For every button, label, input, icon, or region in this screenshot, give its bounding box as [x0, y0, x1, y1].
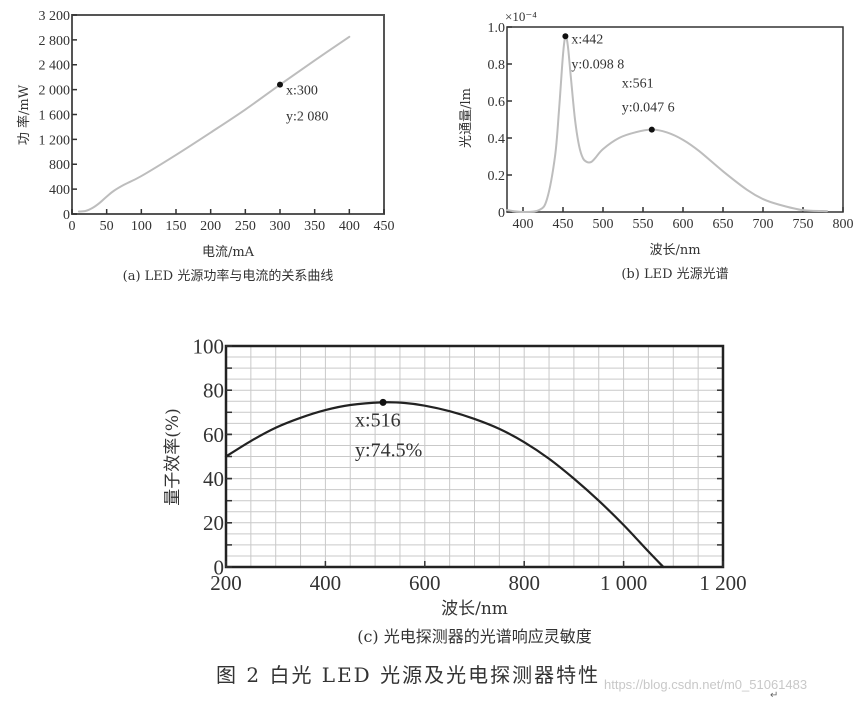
annotation-x: x:442 — [571, 32, 603, 47]
x-tick-label: 500 — [593, 217, 614, 232]
y-tick-label: 0 — [63, 208, 70, 223]
data-line — [77, 35, 351, 213]
x-axis: 200 400 600 800 1 000 1 200 — [210, 561, 747, 595]
data-point-marker — [562, 33, 569, 40]
annotation-y: y:0.047 6 — [622, 101, 675, 116]
x-axis-label: 波长/nm — [649, 243, 700, 258]
subfigure-caption: (a) LED 光源功率与电流的关系曲线 — [123, 268, 334, 284]
y-tick-label: 800 — [49, 158, 70, 173]
annotation-y: y:2 080 — [286, 110, 328, 125]
x-tick-label: 1 200 — [699, 571, 746, 595]
x-tick-label: 400 — [513, 217, 534, 232]
y-tick-label: 2 000 — [39, 84, 71, 99]
data-point-marker — [277, 81, 283, 88]
x-tick-label: 250 — [235, 219, 256, 234]
y-tick-label: 1.0 — [488, 21, 506, 36]
y-tick-label: 40 — [203, 467, 224, 491]
y-axis-label: 光通量/lm — [459, 88, 474, 148]
data-point-marker — [648, 126, 655, 133]
x-tick-label: 600 — [673, 217, 694, 232]
y-axis: 0 0.2 0.4 0.6 0.8 1.0×10⁻⁴ — [488, 9, 538, 221]
x-tick-label: 650 — [713, 217, 734, 232]
x-tick-label: 550 — [633, 217, 654, 232]
x-axis: 400 450 500 550 600 650 700 750 800 — [513, 207, 854, 232]
y-tick-label: 0 — [498, 206, 505, 221]
y-axis-label: 量子效率(%) — [163, 408, 183, 505]
x-tick-label: 400 — [310, 571, 342, 595]
x-tick-label: 600 — [409, 571, 441, 595]
x-tick-label: 750 — [793, 217, 814, 232]
annotation-y: y:0.098 8 — [571, 57, 624, 72]
y-tick-label: 1 600 — [39, 108, 71, 123]
annotation-x: x:516 — [355, 409, 401, 431]
x-tick-label: 800 — [508, 571, 540, 595]
y-axis: 0 20 40 60 80 100 — [193, 334, 232, 579]
y-tick-label: 2 400 — [39, 59, 71, 74]
x-tick-label: 350 — [304, 219, 325, 234]
y-tick-label: 400 — [49, 183, 70, 198]
y-axis-label: 功 率/mW — [16, 84, 32, 145]
y-tick-label: 0.2 — [488, 169, 506, 184]
y-tick-label: 60 — [203, 423, 224, 447]
y-tick-label: 3 200 — [39, 9, 71, 24]
y-tick-label: 100 — [193, 334, 225, 358]
x-tick-label: 400 — [339, 219, 360, 234]
paragraph-mark-icon: ↵ — [770, 690, 779, 701]
data-line — [506, 34, 828, 214]
annotation-x: x:300 — [286, 84, 318, 99]
y-tick-label: 0.6 — [488, 95, 506, 110]
x-tick-label: 50 — [100, 219, 114, 234]
x-tick-label: 300 — [270, 219, 291, 234]
subfigure-caption: (b) LED 光源光谱 — [621, 267, 728, 282]
y-tick-label: 0 — [214, 555, 225, 579]
x-tick-label: 200 — [200, 219, 221, 234]
plot-frame — [506, 26, 844, 213]
x-tick-label: 0 — [69, 219, 76, 234]
x-tick-label: 450 — [553, 217, 574, 232]
x-tick-label: 800 — [833, 217, 854, 232]
chart-b: 400 450 500 550 600 650 700 750 800 0 0.2 0.4 0.6 0.8… — [459, 9, 854, 282]
x-tick-label: 450 — [374, 219, 395, 234]
data-point-marker — [379, 398, 387, 406]
figure-caption: 图 2 白光 LED 光源及光电探测器特性 — [216, 663, 600, 687]
y-tick-label: 0.8 — [488, 58, 506, 73]
y-tick-label: 80 — [203, 379, 224, 403]
chart-c: 200 400 600 800 1 000 1 200 0 20 40 60 80 100 x:516 y… — [163, 334, 747, 646]
subfigure-caption: (c) 光电探测器的光谱响应灵敏度 — [357, 627, 592, 646]
watermark: https://blog.csdn.net/m0_51061483 — [604, 677, 808, 692]
x-tick-label: 200 — [210, 571, 242, 595]
x-tick-label: 1 000 — [600, 571, 647, 595]
chart-a: 0 50 100 150 200 250 300 350 400 450 0 400 800 1 200 1… — [16, 9, 395, 284]
y-tick-label: 2 800 — [39, 34, 71, 49]
y-tick-label: 0.4 — [488, 132, 506, 147]
x-axis: 0 50 100 150 200 250 300 350 400 450 — [69, 209, 395, 234]
x-axis-label: 电流/mA — [202, 245, 255, 260]
annotation-x: x:561 — [622, 77, 654, 92]
x-tick-label: 150 — [166, 219, 187, 234]
annotation-y: y:74.5% — [355, 439, 422, 461]
x-tick-label: 700 — [753, 217, 774, 232]
y-tick-label: 1 200 — [39, 133, 71, 148]
x-tick-label: 100 — [131, 219, 152, 234]
grid — [225, 345, 724, 568]
y-multiplier: ×10⁻⁴ — [505, 9, 537, 24]
data-line — [224, 401, 665, 569]
x-axis-label: 波长/nm — [441, 599, 508, 619]
y-axis: 0 400 800 1 200 1 600 2 000 2 400 2 800 3 200 — [39, 9, 77, 223]
y-tick-label: 20 — [203, 511, 224, 535]
